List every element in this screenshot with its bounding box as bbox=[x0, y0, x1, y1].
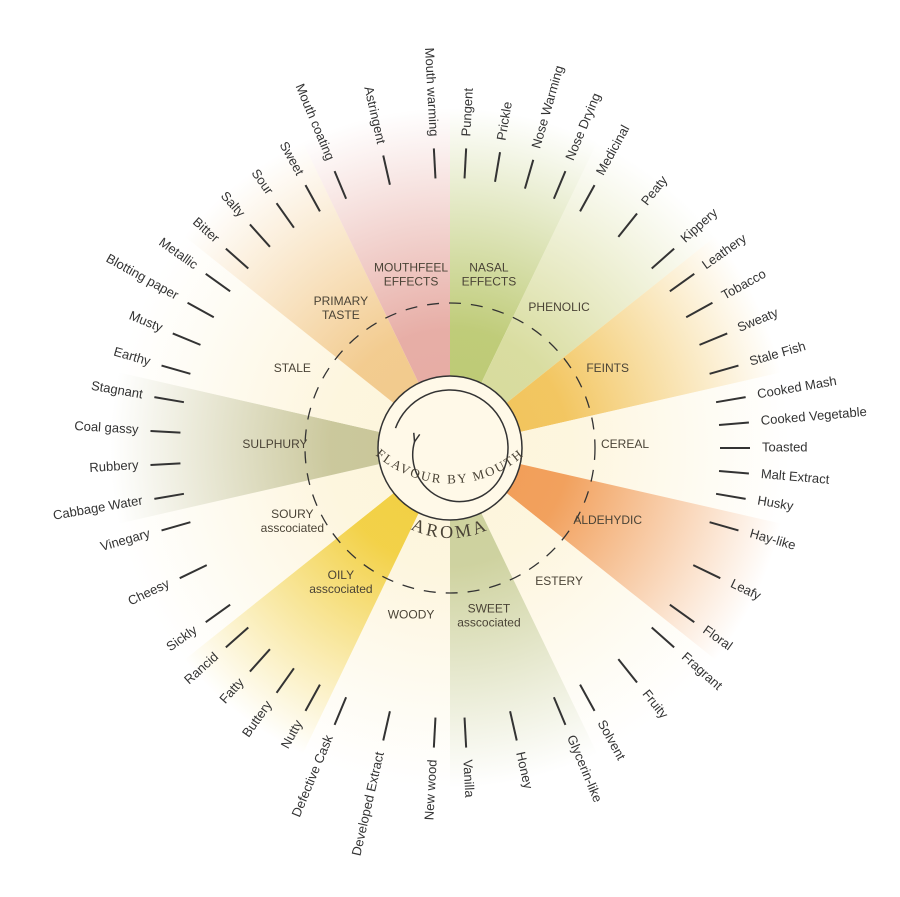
segment-label-11: STALE bbox=[274, 361, 311, 375]
outer-label-10-1: Rubbery bbox=[89, 457, 139, 475]
segment-label-10: SULPHURY bbox=[242, 437, 307, 451]
outer-label-3-2: Toasted bbox=[762, 439, 808, 454]
outer-label-0-0: Pungent bbox=[458, 87, 476, 137]
inner-ring bbox=[378, 376, 522, 520]
outer-label-10-2: Coal gassy bbox=[74, 418, 140, 437]
segment-label-4: ALDEHYDIC bbox=[573, 513, 642, 527]
segment-label-2: FEINTS bbox=[586, 361, 629, 375]
outer-label-6-2: Vanilla bbox=[460, 759, 477, 799]
segment-label-7: WOODY bbox=[388, 608, 435, 622]
segment-label-1: PHENOLIC bbox=[528, 300, 590, 314]
segment-label-13: MOUTHFEELEFFECTS bbox=[374, 260, 448, 288]
segment-label-3: CEREAL bbox=[601, 437, 649, 451]
flavour-wheel: AROMAFLAVOUR BY MOUTHNASALEFFECTSPHENOLI… bbox=[0, 0, 900, 897]
segment-label-0: NASALEFFECTS bbox=[462, 260, 517, 288]
segment-label-5: ESTERY bbox=[535, 574, 583, 588]
outer-label-7-0: New wood bbox=[421, 759, 439, 820]
